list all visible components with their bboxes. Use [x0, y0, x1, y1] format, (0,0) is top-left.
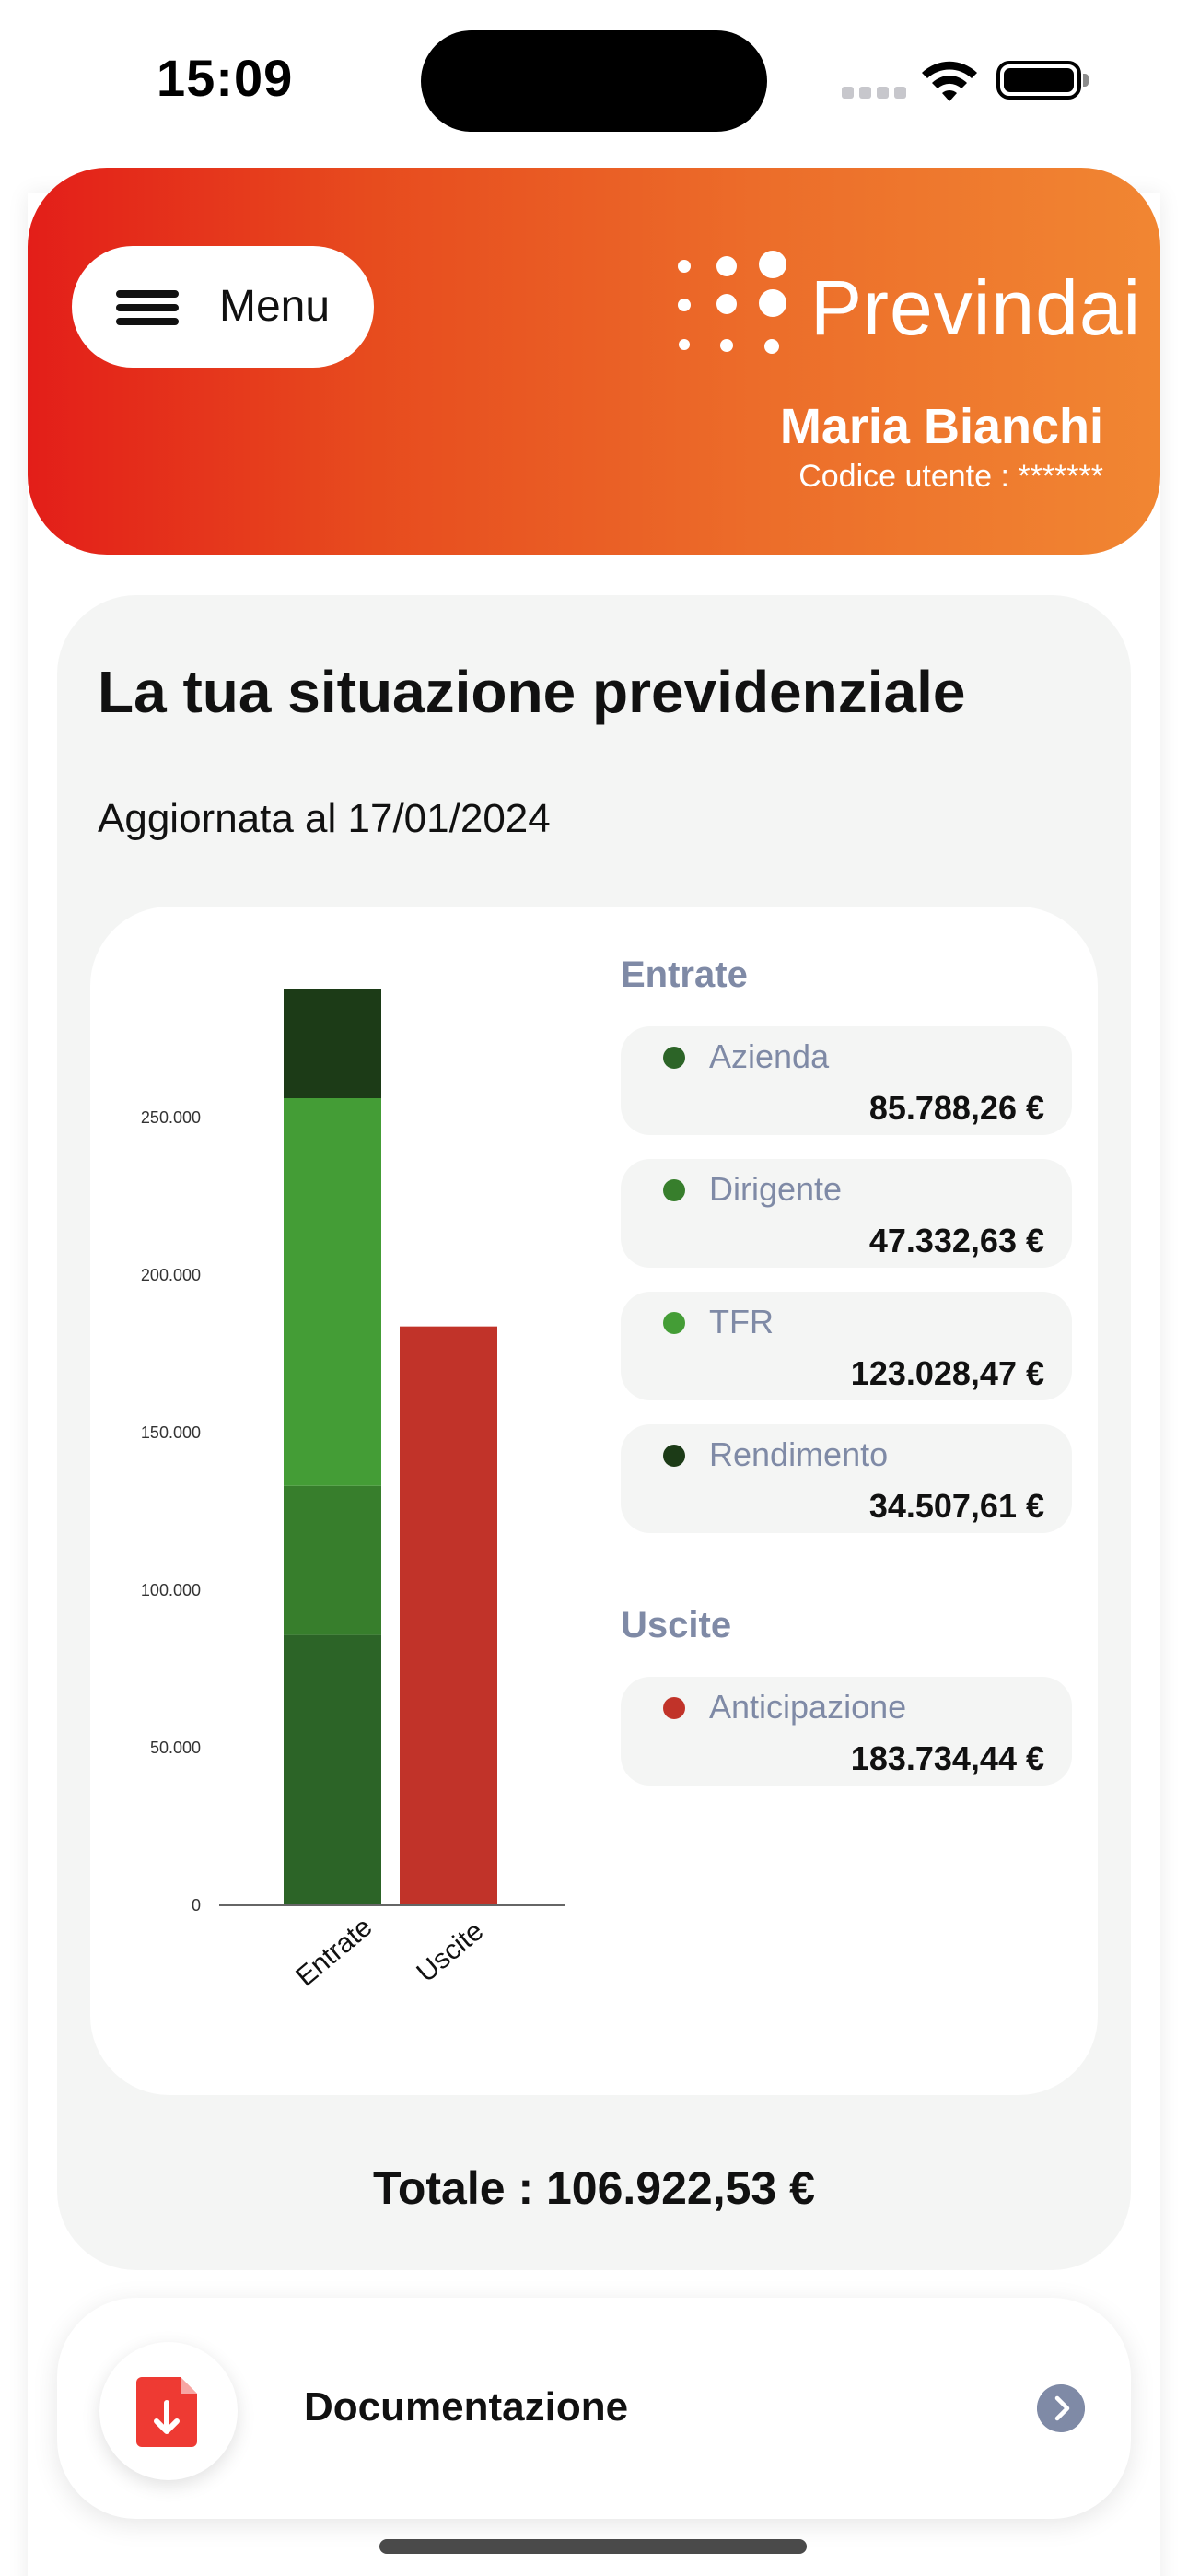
legend-dot-rendimento	[663, 1445, 685, 1467]
user-name: Maria Bianchi	[779, 399, 1103, 454]
legend-item-rendimento: Rendimento 34.507,61 €	[621, 1424, 1072, 1533]
legend-name: Anticipazione	[709, 1688, 907, 1726]
bar-segment-anticipazione	[400, 1326, 497, 1905]
legend-dot-dirigente	[663, 1179, 685, 1201]
legend-value: 47.332,63 €	[868, 1222, 1044, 1259]
y-tick-label: 100.000	[141, 1581, 201, 1599]
dynamic-island	[421, 30, 767, 132]
documentation-button[interactable]: Documentazione	[57, 2298, 1131, 2519]
wifi-icon	[922, 61, 977, 101]
stacked-bar-chart: 0 50.000 100.000 150.000 200.000 250.000 Entra…	[141, 989, 565, 1992]
battery-icon	[996, 61, 1081, 100]
legend-dot-anticipazione	[663, 1697, 685, 1719]
cellular-signal-icon	[842, 87, 906, 100]
situation-updated-date: Aggiornata al 17/01/2024	[98, 796, 551, 841]
header: Menu Previndai Maria Bianchi Codice uten…	[28, 168, 1160, 555]
chevron-right-icon	[1037, 2384, 1085, 2432]
y-tick-label: 50.000	[150, 1739, 201, 1757]
home-indicator	[379, 2539, 807, 2554]
legend-dot-azienda	[663, 1047, 685, 1069]
battery-cap	[1083, 74, 1089, 87]
logo-dots-icon	[672, 251, 792, 370]
legend-name: Dirigente	[709, 1170, 843, 1208]
doc-icon-circle	[99, 2342, 238, 2480]
legend-item-azienda: Azienda 85.788,26 €	[621, 1026, 1072, 1135]
y-tick-label: 250.000	[141, 1108, 201, 1127]
documentation-label: Documentazione	[304, 2384, 629, 2430]
hamburger-icon	[116, 290, 179, 325]
menu-label: Menu	[219, 282, 331, 331]
situation-title: La tua situazione previdenziale	[98, 659, 966, 725]
legend-name: Rendimento	[709, 1435, 889, 1473]
bar-segment-tfr	[284, 1098, 381, 1486]
y-tick-label: 0	[192, 1896, 201, 1914]
y-tick-label: 200.000	[141, 1266, 201, 1284]
legend-heading-entrate: Entrate	[621, 954, 748, 995]
legend-item-dirigente: Dirigente 47.332,63 €	[621, 1159, 1072, 1268]
user-code: Codice utente : *******	[798, 459, 1103, 494]
bar-segment-rendimento	[284, 989, 381, 1099]
legend-heading-uscite: Uscite	[621, 1605, 732, 1645]
bar-segment-dirigente	[284, 1485, 381, 1635]
pdf-download-icon	[136, 2377, 197, 2447]
situation-card: La tua situazione previdenziale Aggiorna…	[57, 595, 1131, 2270]
chart-card: 0 50.000 100.000 150.000 200.000 250.000 Entra…	[90, 907, 1098, 2095]
x-tick-label: Entrate	[290, 1912, 378, 1992]
bar-segment-azienda	[284, 1634, 381, 1905]
legend-name: Azienda	[709, 1037, 830, 1075]
total-balance: Totale : 106.922,53 €	[373, 2162, 815, 2214]
previndai-logo: Previndai	[672, 251, 1151, 370]
legend-value: 183.734,44 €	[850, 1739, 1044, 1777]
legend-dot-tfr	[663, 1312, 685, 1334]
x-tick-label: Uscite	[411, 1915, 489, 1988]
legend-value: 123.028,47 €	[850, 1354, 1044, 1392]
legend-name: TFR	[709, 1303, 774, 1341]
legend-item-tfr: TFR 123.028,47 €	[621, 1292, 1072, 1400]
legend-item-anticipazione: Anticipazione 183.734,44 €	[621, 1677, 1072, 1786]
status-time: 15:09	[157, 49, 294, 107]
menu-button[interactable]: Menu	[72, 246, 374, 368]
legend-value: 85.788,26 €	[868, 1089, 1044, 1127]
legend-value: 34.507,61 €	[868, 1487, 1044, 1525]
status-bar: 15:09	[0, 0, 1188, 157]
y-tick-label: 150.000	[141, 1423, 201, 1442]
logo-text: Previndai	[810, 264, 1142, 351]
